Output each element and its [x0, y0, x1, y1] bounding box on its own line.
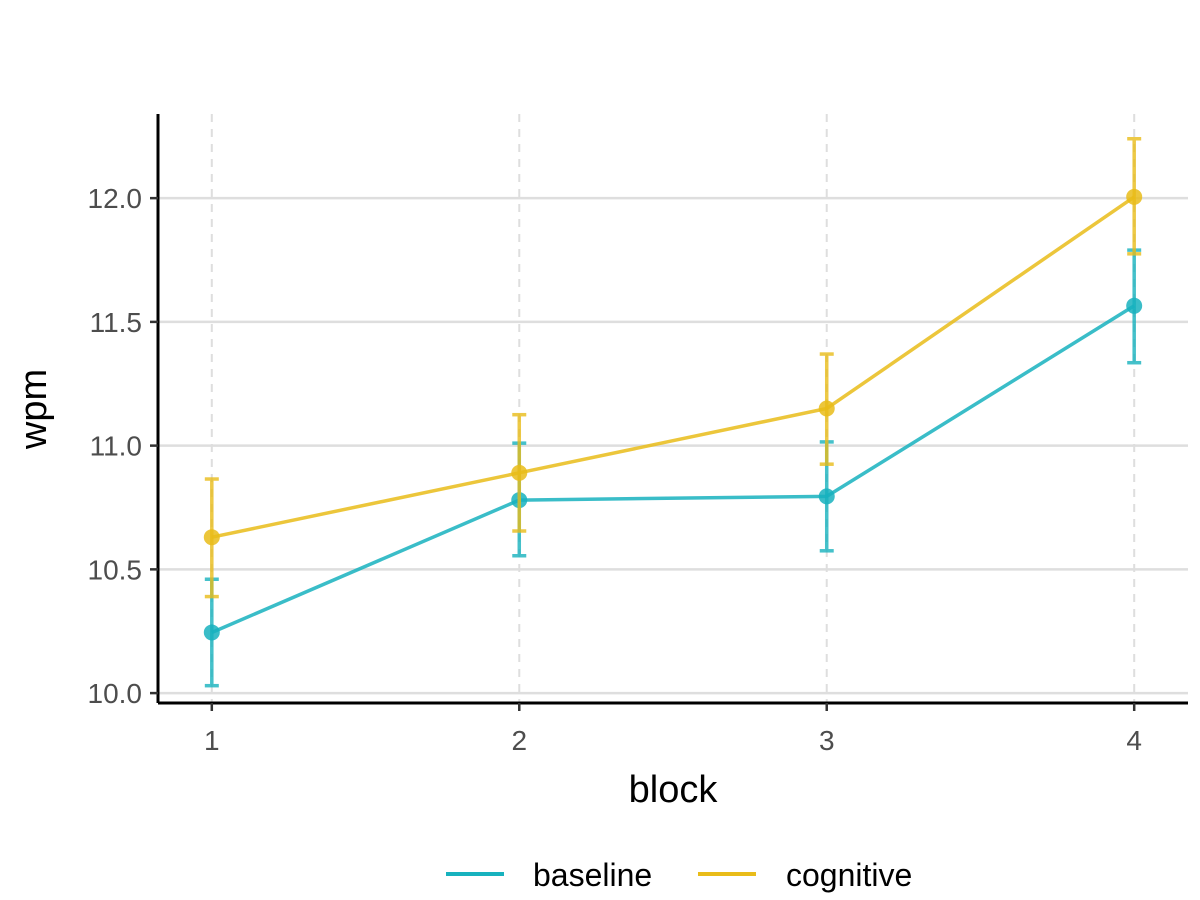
axes [156, 114, 1188, 705]
y-tick-label: 10.5 [88, 554, 143, 585]
series-layer [203, 136, 1143, 688]
series-baseline [203, 248, 1143, 688]
data-point [1126, 297, 1143, 314]
y-tick-label: 11.0 [90, 431, 142, 462]
legend-item-cognitive: cognitive [698, 857, 912, 893]
y-axis-title: wpm [13, 369, 55, 450]
series-cognitive [203, 136, 1143, 599]
x-tick-label: 4 [1126, 725, 1142, 756]
legend-label: baseline [533, 857, 652, 893]
x-axis-title: block [629, 769, 719, 811]
y-tick-label: 11.5 [90, 307, 142, 338]
x-tick-label: 3 [819, 725, 835, 756]
x-tick-label: 2 [511, 725, 527, 756]
data-point [818, 400, 835, 417]
data-point [1126, 188, 1143, 205]
data-point [818, 488, 835, 505]
data-point [203, 624, 220, 641]
legend-label: cognitive [786, 857, 912, 893]
y-tick-label: 12.0 [88, 183, 143, 214]
legend: baseline cognitive [446, 857, 912, 893]
x-tick-label: 1 [204, 725, 220, 756]
series-line [211, 195, 1136, 539]
y-tick-label: 10.0 [88, 678, 143, 709]
grid-lines [158, 114, 1188, 703]
tick-layer: 10.0 10.5 11.0 11.5 12.0 1 2 3 4 [88, 183, 1142, 756]
legend-item-baseline: baseline [446, 857, 652, 893]
data-point [203, 529, 220, 546]
data-point [511, 464, 528, 481]
series-line [211, 304, 1136, 635]
